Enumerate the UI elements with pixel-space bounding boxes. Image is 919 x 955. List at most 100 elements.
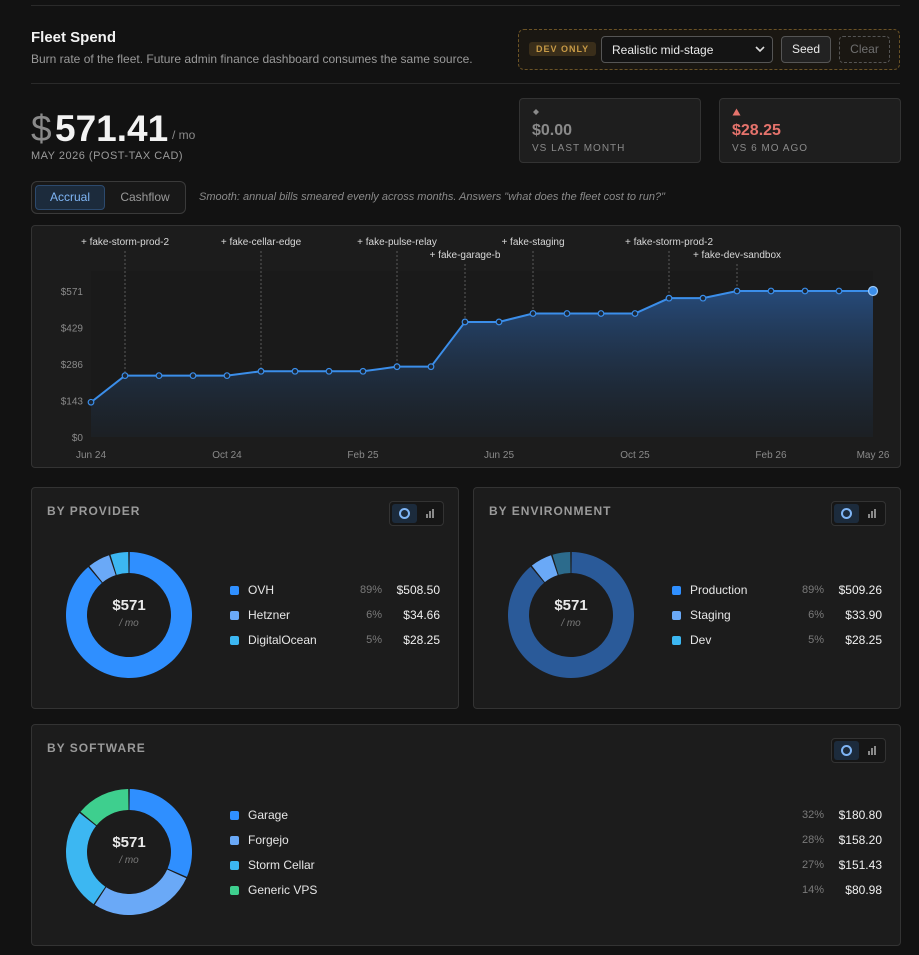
donut-view-button[interactable] [834,504,859,523]
data-point[interactable] [699,294,707,302]
legend-amount: $33.90 [845,608,882,622]
bar-view-button[interactable] [860,504,884,523]
data-point[interactable] [631,310,639,317]
donut-slice[interactable] [531,555,558,583]
data-point[interactable] [867,285,879,297]
data-point[interactable] [801,287,809,295]
donut-slice[interactable] [552,552,571,575]
legend-percent: 89% [359,584,382,596]
stat-vs-6mo: $28.25 VS 6 MO AGO [719,98,901,163]
by-software-title: BY SOFTWARE [47,741,146,755]
legend-percent: 5% [808,634,824,646]
x-tick-label: Jun 24 [76,450,106,461]
legend-row: DigitalOcean 5% $28.25 [230,633,440,649]
legend-name: OVH [248,583,275,597]
legend-amount: $158.20 [838,833,882,847]
data-point[interactable] [563,310,571,317]
data-point[interactable] [257,367,265,375]
donut-slice[interactable] [94,869,187,915]
donut-view-button[interactable] [834,741,859,760]
data-point[interactable] [325,367,333,375]
data-point[interactable] [767,287,775,295]
page-subtitle: Burn rate of the fleet. Future admin fin… [31,52,473,66]
data-point[interactable] [87,398,95,406]
seed-button[interactable]: Seed [781,36,831,63]
donut-slice[interactable] [80,789,129,826]
annotation-label: + fake-storm-prod-2 [625,237,714,248]
data-point[interactable] [223,372,231,380]
legend-name: Hetzner [248,608,291,622]
tab-cashflow[interactable]: Cashflow [120,190,170,204]
period-label: MAY 2026 (POST-TAX CAD) [31,150,184,162]
environment-donut [508,552,634,678]
legend-swatch [230,886,239,895]
stat-value: $28.25 [732,122,781,139]
data-point[interactable] [529,310,537,317]
legend-row: Hetzner 6% $34.66 [230,608,440,624]
x-tick-label: Feb 26 [755,450,787,461]
legend-amount: $80.98 [845,883,882,897]
annotation-label: + fake-pulse-relay [357,237,437,248]
legend-amount: $34.66 [403,608,440,622]
clear-button[interactable]: Clear [839,36,890,63]
donut-center: $571 / mo [84,597,174,629]
legend-row: Garage 32% $180.80 [230,808,882,824]
data-point[interactable] [461,318,469,326]
donut-unit: / mo [119,855,139,866]
data-point[interactable] [733,287,741,295]
data-point[interactable] [121,372,129,380]
by-provider-title: BY PROVIDER [47,504,141,518]
donut-slice[interactable] [508,552,634,678]
data-point[interactable] [393,363,401,371]
legend-row: Staging 6% $33.90 [672,608,882,624]
donut-center: $571 / mo [526,597,616,629]
bar-chart-icon [426,509,435,518]
donut-slice[interactable] [89,555,116,583]
bar-view-button[interactable] [860,741,884,760]
donut-slice[interactable] [65,552,192,678]
data-point[interactable] [597,310,605,317]
annotation-label: + fake-staging [501,237,564,248]
data-point[interactable] [427,363,435,371]
legend-amount: $151.43 [838,858,882,872]
legend-row: Dev 5% $28.25 [672,633,882,649]
bar-chart-icon [868,746,877,755]
area-fill [91,291,873,437]
data-point[interactable] [665,294,673,302]
donut-icon [841,508,852,519]
legend-name: Forgejo [248,833,289,847]
legend-name: Storm Cellar [248,858,315,872]
legend-percent: 89% [801,584,824,596]
x-tick-label: Oct 24 [212,450,242,461]
stat-value: $0.00 [532,122,573,139]
data-point[interactable] [291,367,299,375]
bar-view-button[interactable] [418,504,442,523]
legend-name: Production [690,583,748,597]
data-point[interactable] [189,372,197,380]
data-point[interactable] [835,287,843,295]
x-tick-label: Feb 25 [347,450,379,461]
dev-only-badge: DEV ONLY [529,42,597,56]
by-environment-title: BY ENVIRONMENT [489,504,612,518]
legend-percent: 6% [366,609,382,621]
view-toggle [831,738,886,763]
scenario-select[interactable]: Realistic mid-stage [601,36,773,63]
triangle-up-icon [732,108,741,118]
donut-total: $571 [112,597,146,614]
donut-view-button[interactable] [392,504,417,523]
donut-icon [399,508,410,519]
donut-slice[interactable] [129,789,193,877]
legend-swatch [230,636,239,645]
donut-slice[interactable] [110,552,129,575]
legend-name: Garage [248,808,289,822]
currency-symbol: $ [31,108,52,149]
data-point[interactable] [495,318,503,326]
tab-accrual[interactable]: Accrual [35,185,105,210]
donut-slice[interactable] [66,812,106,905]
legend-percent: 32% [801,809,824,821]
legend-swatch [230,861,239,870]
data-point[interactable] [359,367,367,375]
annotation-label: + fake-garage-b [430,250,501,261]
data-point[interactable] [155,372,163,380]
scenario-select-value: Realistic mid-stage [612,43,714,57]
